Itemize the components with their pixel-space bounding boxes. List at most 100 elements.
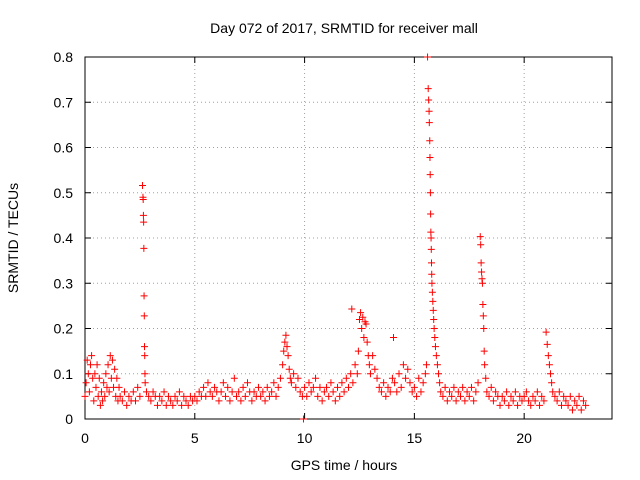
data-point [557, 401, 565, 409]
data-point [439, 392, 447, 400]
data-points [81, 53, 590, 423]
data-point [406, 379, 414, 387]
data-point [498, 392, 506, 400]
x-axis-label: GPS time / hours [291, 457, 398, 473]
data-point [345, 383, 352, 391]
data-point [431, 334, 439, 342]
data-point [290, 370, 298, 378]
data-point [171, 392, 179, 400]
data-point [531, 397, 539, 405]
data-point [435, 370, 443, 378]
data-point [568, 406, 576, 414]
y-tick-label: 0 [65, 411, 73, 427]
x-axis: 0 5 10 15 20 [81, 57, 532, 446]
data-point [303, 392, 311, 400]
data-point [384, 383, 392, 391]
data-point [432, 352, 440, 360]
data-point [428, 270, 436, 278]
data-point [465, 392, 473, 400]
data-point [248, 397, 256, 405]
data-point [393, 388, 401, 396]
data-point [538, 392, 546, 400]
data-point [334, 383, 342, 391]
data-point [141, 343, 149, 351]
data-point [489, 397, 497, 405]
x-tick-label: 5 [191, 430, 199, 446]
data-point [230, 374, 238, 382]
data-point [496, 401, 504, 409]
data-point [338, 379, 346, 387]
data-point [261, 397, 269, 405]
data-point [85, 388, 93, 396]
data-point [175, 388, 183, 396]
data-point [116, 392, 124, 400]
y-tick-label: 0.4 [54, 230, 74, 246]
data-point [286, 374, 294, 382]
data-point [96, 401, 104, 409]
data-point [147, 397, 155, 405]
data-point [357, 309, 365, 317]
data-point [327, 379, 335, 387]
data-point [123, 401, 131, 409]
data-point [427, 228, 435, 236]
data-point [307, 388, 315, 396]
data-point [467, 383, 475, 391]
data-point [140, 312, 148, 320]
data-point [500, 397, 508, 405]
data-point [390, 334, 398, 342]
data-point [282, 331, 290, 339]
data-point [428, 279, 436, 287]
data-point [428, 259, 436, 267]
data-point [340, 388, 348, 396]
data-point [422, 361, 430, 369]
data-point [347, 370, 355, 378]
data-point [224, 383, 232, 391]
data-point [419, 379, 427, 387]
data-point [82, 379, 90, 387]
x-tick-label: 10 [297, 430, 313, 446]
data-point [139, 211, 147, 219]
data-point [108, 356, 116, 364]
data-point [417, 388, 425, 396]
y-tick-label: 0.5 [54, 185, 74, 201]
data-point [294, 374, 302, 382]
data-point [540, 397, 548, 405]
data-point [371, 365, 379, 373]
data-point [329, 388, 337, 396]
data-point [360, 334, 368, 342]
data-point [365, 361, 373, 369]
data-point [509, 397, 517, 405]
data-point [363, 338, 371, 346]
data-point [429, 297, 437, 305]
data-point [461, 397, 469, 405]
data-point [553, 397, 561, 405]
data-point [226, 397, 234, 405]
data-point [320, 388, 328, 396]
data-point [158, 397, 166, 405]
data-point [391, 379, 399, 387]
data-point [257, 392, 265, 400]
data-point [359, 313, 367, 321]
data-point [284, 352, 292, 360]
data-point [141, 370, 149, 378]
data-point [564, 401, 572, 409]
data-point [323, 383, 331, 391]
data-point [470, 397, 478, 405]
data-point [425, 119, 433, 127]
y-tick-label: 0.8 [54, 49, 74, 65]
data-point [164, 392, 172, 400]
data-point [268, 388, 276, 396]
data-point [477, 241, 485, 249]
data-point [99, 397, 107, 405]
data-point [511, 388, 519, 396]
data-point [362, 320, 370, 328]
data-point [88, 352, 96, 360]
data-point [153, 401, 161, 409]
data-point [84, 370, 92, 378]
data-point [430, 325, 438, 332]
data-point [514, 401, 522, 409]
data-point [283, 343, 291, 351]
data-point [211, 383, 219, 391]
data-point [101, 392, 109, 400]
data-point [215, 397, 223, 405]
